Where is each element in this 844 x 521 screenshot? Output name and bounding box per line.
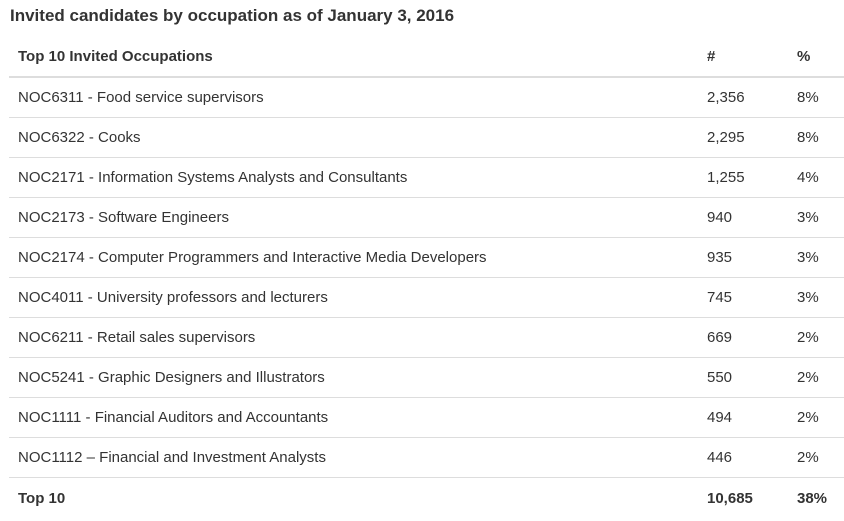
count-cell: 1,255 [698, 157, 788, 198]
percent-cell: 4% [788, 157, 844, 198]
count-cell: 669 [698, 317, 788, 358]
count-cell: 2,356 [707, 89, 745, 106]
count-cell: 550 [698, 357, 788, 398]
table-row: NOC1111 - Financial Auditors and Account… [9, 397, 844, 438]
occupation-cell: NOC1112 – Financial and Investment Analy… [9, 437, 698, 478]
count-cell: 745 [698, 277, 788, 318]
column-header-count: # [698, 36, 788, 78]
occupation-cell: NOC4011 - University professors and lect… [9, 277, 698, 318]
occupation-cell: NOC2173 - Software Engineers [9, 197, 698, 238]
percent-cell: 3% [788, 197, 844, 238]
column-header-occupation: Top 10 Invited Occupations [9, 36, 698, 78]
occupation-cell: NOC1111 - Financial Auditors and Account… [9, 397, 698, 438]
occupation-cell: NOC2174 - Computer Programmers and Inter… [9, 237, 698, 278]
table-total-row: Top 10 10,685 38% [9, 477, 844, 518]
percent-cell: 2% [788, 397, 844, 438]
percent-cell: 2% [788, 357, 844, 398]
table-header-row: Top 10 Invited Occupations # % [9, 36, 844, 78]
table-row: NOC2174 - Computer Programmers and Inter… [9, 237, 844, 278]
table-row: NOC2171 - Information Systems Analysts a… [9, 157, 844, 198]
percent-cell: 2% [788, 317, 844, 358]
count-cell: 935 [698, 237, 788, 278]
occupation-cell: NOC6211 - Retail sales supervisors [9, 317, 698, 358]
percent-cell: 8% [788, 117, 844, 158]
percent-cell: 8% [797, 89, 819, 106]
table-row: NOC5241 - Graphic Designers and Illustra… [9, 357, 844, 398]
percent-cell: 3% [788, 277, 844, 318]
occupation-cell: NOC2171 - Information Systems Analysts a… [9, 157, 698, 198]
table-row: NOC6322 - Cooks 2,295 8% [9, 117, 844, 158]
count-cell: 2,295 [698, 117, 788, 158]
column-header-percent: % [788, 36, 844, 78]
total-count: 10,685 [698, 477, 788, 518]
table-row: NOC2173 - Software Engineers 940 3% [9, 197, 844, 238]
count-cell: 940 [698, 197, 788, 238]
occupation-cell: NOC6311 - Food service supervisors [18, 89, 264, 106]
table-row: NOC4011 - University professors and lect… [9, 277, 844, 318]
table-caption: Invited candidates by occupation as of J… [10, 6, 455, 25]
total-percent: 38% [788, 477, 844, 518]
table-row: NOC6211 - Retail sales supervisors 669 2… [9, 317, 844, 358]
percent-cell: 3% [788, 237, 844, 278]
table-row: NOC1112 – Financial and Investment Analy… [9, 437, 844, 478]
count-cell: 494 [698, 397, 788, 438]
total-label: Top 10 [9, 477, 698, 518]
count-cell: 446 [698, 437, 788, 478]
percent-cell: 2% [788, 437, 844, 478]
occupations-table: Top 10 Invited Occupations # % NOC6311 -… [9, 36, 844, 518]
occupation-cell: NOC5241 - Graphic Designers and Illustra… [9, 357, 698, 398]
occupation-cell: NOC6322 - Cooks [9, 117, 698, 158]
table-row: NOC6311 - Food service supervisors 2,356… [9, 77, 844, 118]
